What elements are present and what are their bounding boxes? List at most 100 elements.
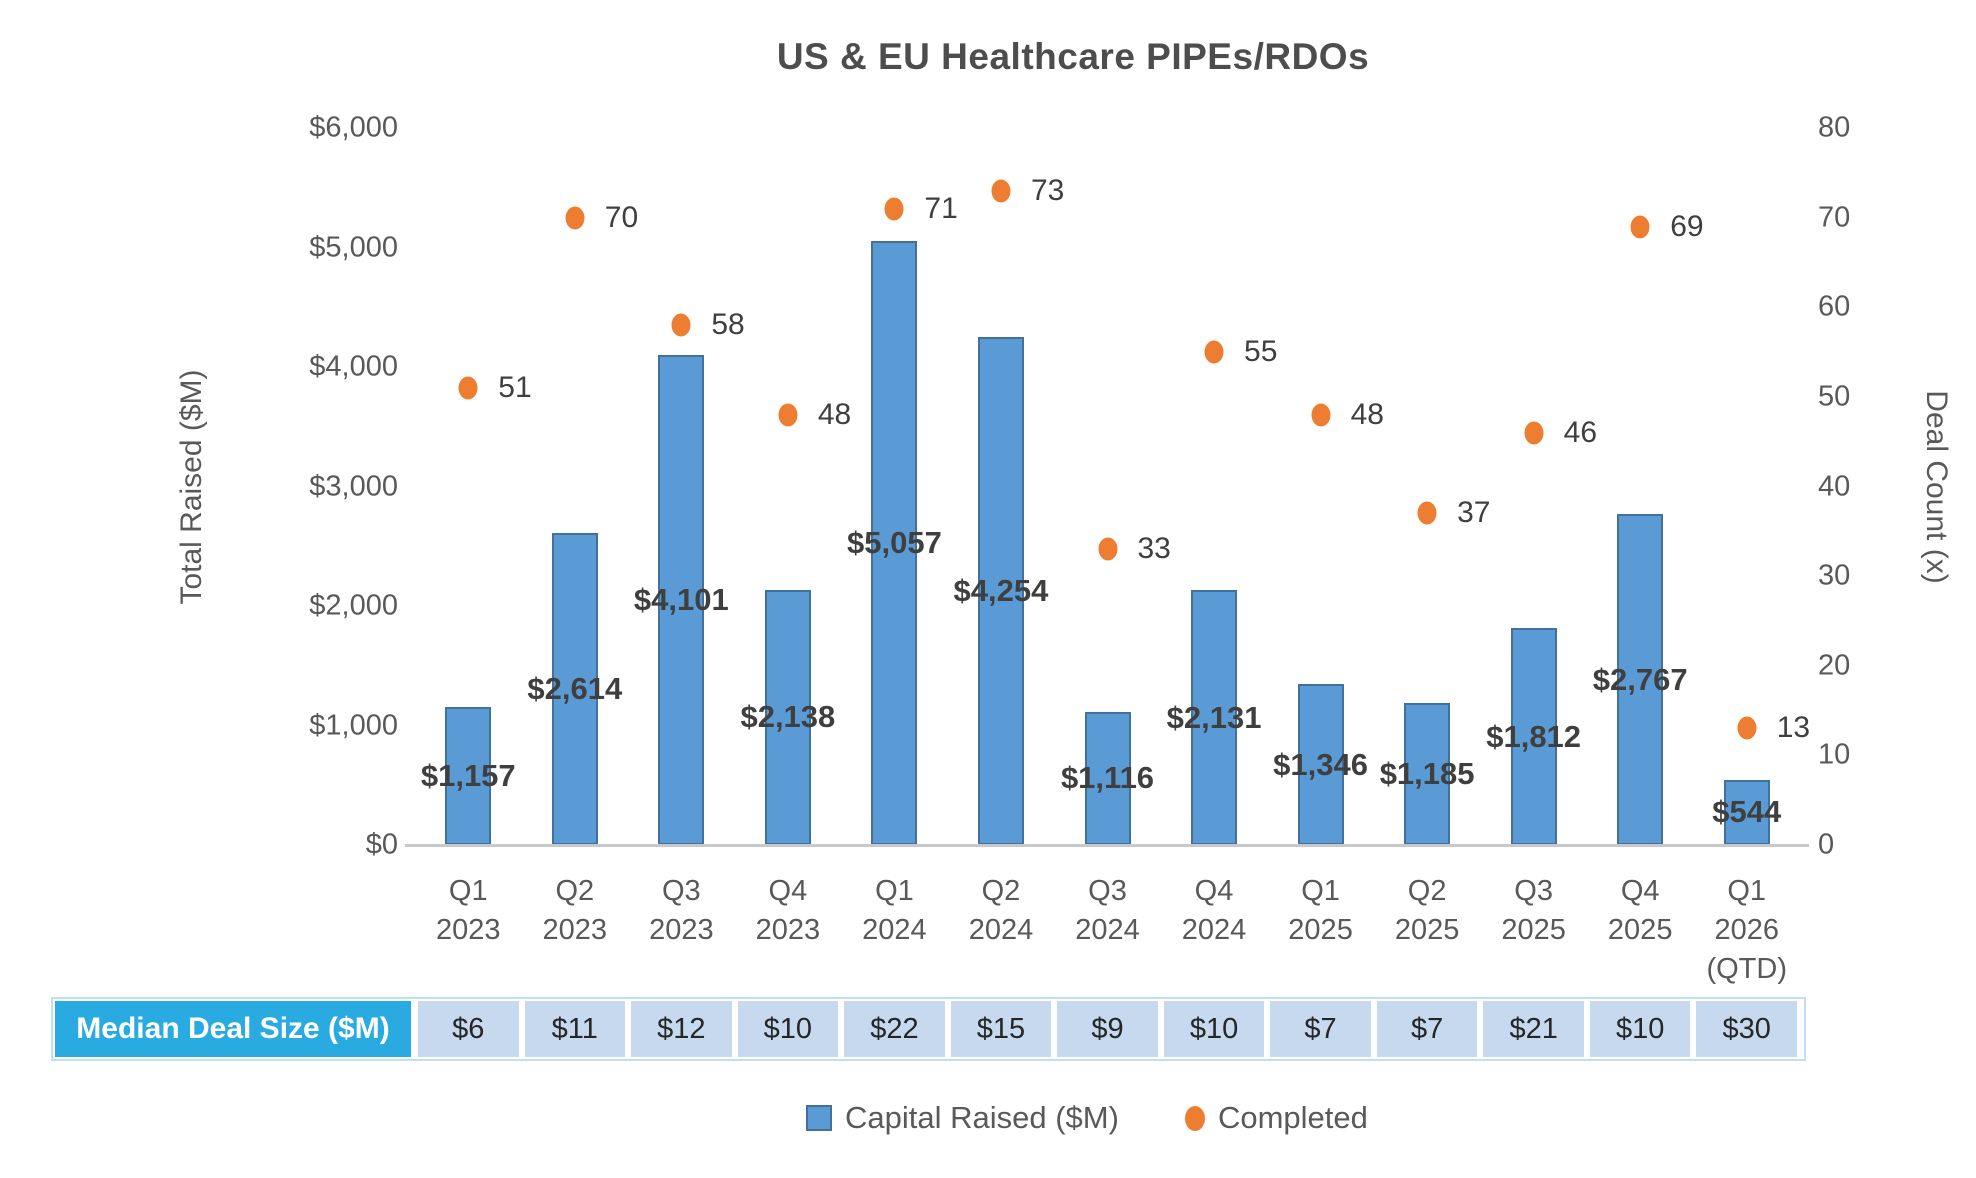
legend-item-completed: Completed	[1184, 1100, 1368, 1136]
bar-value-label: $5,057	[847, 524, 942, 560]
right-axis-tick-label: 70	[1818, 201, 1851, 234]
x-axis-category-line: Q3	[1514, 875, 1553, 907]
completed-count-dot	[1737, 716, 1757, 740]
dot-value-label: 48	[817, 397, 852, 431]
dot-series-swatch-icon	[1184, 1105, 1205, 1131]
right-axis-tick-label: 0	[1818, 828, 1835, 861]
bar-value-label: $1,157	[420, 757, 516, 793]
bar-value-label: $1,116	[1060, 760, 1155, 796]
x-axis-category-line: Q1	[875, 875, 914, 907]
x-axis-category-line: Q2	[1407, 875, 1447, 907]
completed-count-dot	[884, 197, 904, 221]
capital-raised-bar	[445, 706, 492, 845]
x-axis-category-label: Q1 2025	[1288, 872, 1353, 950]
bar-value-label: $1,346	[1273, 746, 1368, 782]
x-axis-category-label: Q3 2025	[1501, 872, 1566, 950]
dot-value-label: 33	[1137, 532, 1171, 566]
capital-raised-bar	[871, 240, 918, 845]
median-deal-size-cell: $11	[524, 1001, 626, 1057]
capital-raised-bar	[1084, 711, 1131, 845]
left-axis-tick-label: $6,000	[309, 111, 398, 144]
right-axis-tick-label: 40	[1818, 470, 1851, 502]
x-axis-category-line: 2024	[1075, 914, 1140, 946]
median-deal-size-cell: $7	[1376, 1001, 1478, 1057]
dot-value-label: 73	[1030, 173, 1065, 207]
bar-series-swatch-icon	[806, 1105, 832, 1131]
capital-raised-bar	[1191, 590, 1238, 845]
left-axis-tick-label: $3,000	[309, 470, 398, 502]
capital-raised-bar	[1510, 628, 1557, 845]
bar-value-label: $1,812	[1486, 718, 1582, 754]
dot-value-label: 48	[1350, 397, 1384, 431]
median-deal-size-cell: $10	[1163, 1001, 1265, 1057]
x-axis-category-line: 2024	[1181, 914, 1247, 946]
x-axis-category-line: 2026	[1714, 914, 1779, 946]
x-axis-category-line: 2025	[1501, 914, 1566, 946]
completed-count-dot	[1311, 403, 1331, 427]
completed-count-dot	[778, 403, 798, 427]
x-axis-line	[405, 844, 1809, 847]
dot-value-label: 51	[498, 370, 532, 404]
capital-raised-bar	[764, 589, 811, 845]
completed-count-dot	[565, 206, 585, 230]
completed-count-dot	[1524, 421, 1544, 445]
bar-value-label: $2,614	[527, 670, 623, 706]
completed-count-dot	[458, 376, 478, 400]
x-axis-category-line: Q3	[1088, 875, 1127, 907]
capital-raised-bar	[1297, 684, 1344, 845]
capital-raised-bar	[658, 354, 705, 845]
bar-value-label: $2,131	[1166, 699, 1262, 735]
x-axis-category-label: Q3 2024	[1075, 872, 1140, 950]
x-axis-category-line: Q1	[448, 875, 488, 907]
x-axis-category-line: 2025	[1394, 914, 1460, 946]
dot-value-label: 71	[924, 191, 958, 225]
right-axis-title: Deal Count (x)	[1920, 390, 1953, 584]
dot-value-label: 46	[1563, 415, 1598, 449]
x-axis-category-line: Q3	[661, 875, 701, 907]
dot-value-label: 13	[1776, 711, 1811, 745]
bar-value-label: $4,101	[633, 581, 729, 617]
x-axis-category-line: Q4	[1194, 875, 1234, 907]
x-axis-category-label: Q1 2026 (QTD)	[1706, 872, 1787, 989]
x-axis-category-line: 2023	[649, 914, 714, 946]
x-axis-category-line: 2025	[1607, 914, 1673, 946]
bar-value-label: $1,185	[1379, 756, 1475, 792]
x-axis-category-label: Q3 2023	[649, 872, 714, 950]
completed-count-dot	[991, 179, 1011, 203]
left-axis-tick-label: $1,000	[309, 709, 398, 741]
right-axis-tick-label: 60	[1818, 290, 1851, 323]
x-axis-category-label: Q2 2023	[543, 872, 608, 950]
x-axis-category-label: Q4 2024	[1182, 872, 1247, 950]
x-axis-category-label: Q1 2023	[436, 872, 501, 950]
legend-label-completed: Completed	[1217, 1100, 1368, 1135]
dot-value-label: 58	[711, 308, 745, 342]
right-axis-tick-label: 50	[1818, 380, 1851, 413]
x-axis-category-line: Q4	[768, 875, 808, 907]
left-axis-tick-label: $4,000	[309, 350, 398, 383]
completed-count-dot	[671, 313, 691, 337]
bar-value-label: $4,254	[953, 572, 1049, 608]
right-axis-tick-label: 10	[1818, 738, 1851, 771]
bar-value-label: $2,767	[1592, 661, 1688, 697]
x-axis-category-line: (QTD)	[1706, 953, 1787, 985]
capital-raised-bar	[1723, 779, 1770, 845]
x-axis-category-line: Q2	[981, 875, 1021, 907]
right-axis-tick-label: 30	[1818, 559, 1851, 592]
capital-raised-bar	[1404, 703, 1451, 845]
median-deal-size-cell: $10	[737, 1001, 839, 1057]
left-axis-title: Total Raised ($M)	[175, 369, 208, 605]
x-axis-category-label: Q4 2023	[756, 872, 821, 950]
dot-value-label: 69	[1670, 209, 1704, 243]
x-axis-category-line: 2023	[436, 914, 501, 946]
left-axis-tick-label: $5,000	[309, 231, 398, 263]
median-deal-size-cell: $15	[950, 1001, 1052, 1057]
x-axis-category-line: Q1	[1301, 875, 1340, 907]
x-axis-category-label: Q4 2025	[1608, 872, 1673, 950]
x-axis-category-line: 2025	[1288, 914, 1353, 946]
chart-title: US & EU Healthcare PIPEs/RDOs	[776, 36, 1370, 77]
median-deal-size-cell: $6	[418, 1001, 519, 1057]
x-axis-category-label: Q2 2025	[1395, 872, 1460, 950]
chart-legend: Capital Raised ($M) Completed	[806, 1100, 1368, 1136]
bar-value-label: $544	[1712, 794, 1782, 830]
completed-count-dot	[1417, 501, 1437, 525]
